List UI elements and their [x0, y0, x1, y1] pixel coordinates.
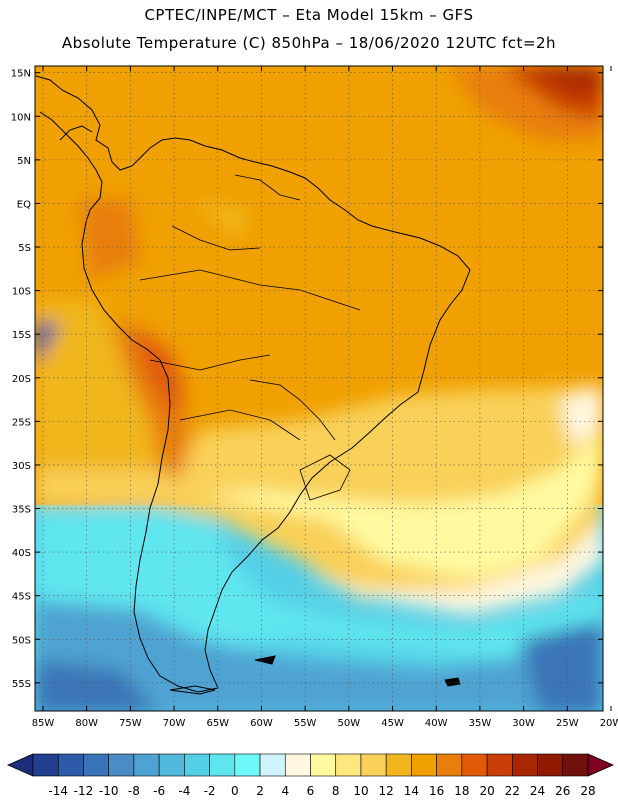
colorbar-label: -2	[204, 784, 216, 798]
lat-label: 35S	[12, 505, 31, 516]
colorbar-swatch	[83, 753, 109, 777]
colorbar-label: 16	[429, 784, 444, 798]
colorbar-label: 26	[555, 784, 570, 798]
colorbar-label: 20	[479, 784, 494, 798]
lat-label: EQ	[17, 199, 31, 210]
colorbar-swatch	[209, 753, 236, 777]
colorbar-swatch	[133, 753, 160, 777]
lat-label: 40S	[12, 548, 31, 559]
colorbar-label: -8	[128, 784, 140, 798]
colorbar-label: 28	[580, 784, 595, 798]
lon-label: 30W	[512, 718, 535, 729]
lon-label: 65W	[206, 718, 229, 729]
colorbar-label: -10	[99, 784, 119, 798]
lat-label: 25S	[12, 417, 31, 428]
title-line-1: CPTEC/INPE/MCT – Eta Model 15km – GFS	[144, 6, 474, 24]
colorbar-label: -12	[74, 784, 94, 798]
lon-label: 50W	[338, 718, 361, 729]
colorbar-swatch	[284, 753, 311, 777]
colorbar-label: 4	[281, 784, 289, 798]
lat-label: 10S	[12, 287, 31, 298]
colorbar-swatch	[310, 753, 337, 777]
colorbar-label: -6	[153, 784, 165, 798]
colorbar-label: -14	[48, 784, 68, 798]
colorbar-label: -4	[178, 784, 190, 798]
colorbar-label: 0	[231, 784, 239, 798]
colorbar-label: 14	[404, 784, 419, 798]
axis-ticks: 85W 80W 75W 70W 65W 60W 55W 50W 45W 40W 35W 30W 25W 2…	[11, 66, 618, 729]
colorbar-swatch	[259, 753, 286, 777]
colorbar-high-arrow	[587, 753, 614, 777]
colorbar-swatch	[486, 753, 513, 777]
colorbar-swatch	[385, 753, 412, 777]
lat-label: 10N	[11, 112, 31, 123]
lat-label: 15N	[11, 69, 31, 80]
lon-label: 25W	[556, 718, 579, 729]
colorbar-label: 10	[353, 784, 368, 798]
colorbar-label: 2	[256, 784, 264, 798]
colorbar-swatch	[360, 753, 387, 777]
temperature-field	[35, 66, 603, 711]
lon-label: 20W	[600, 718, 618, 729]
colorbar-swatch	[335, 753, 362, 777]
colorbar-swatch	[562, 753, 589, 777]
lon-label: 85W	[32, 718, 55, 729]
title-line-2: Absolute Temperature (C) 850hPa – 18/06/…	[61, 34, 557, 52]
colorbar-swatch	[512, 753, 538, 777]
coastlines	[35, 75, 471, 695]
lon-label: 60W	[250, 718, 273, 729]
colorbar-swatch	[158, 753, 185, 777]
colorbar-swatch	[436, 753, 463, 777]
map-frame	[34, 65, 604, 712]
lat-label: 50S	[12, 635, 31, 646]
colorbar: -14 -12 -10 -8 -6 -4 -2 0 2 4 6 8 10 12 14 16 18 20 22 24 26…	[7, 753, 614, 798]
colorbar-swatch	[57, 753, 84, 777]
lon-label: 40W	[425, 718, 448, 729]
lon-label: 75W	[119, 718, 142, 729]
colorbar-label: 22	[505, 784, 520, 798]
colorbar-swatch	[411, 753, 437, 777]
lat-label: 45S	[12, 592, 31, 603]
lon-label: 55W	[294, 718, 317, 729]
colorbar-swatch	[184, 753, 210, 777]
colorbar-low-arrow	[7, 753, 34, 777]
lat-label: 5N	[17, 156, 31, 167]
lon-label: 35W	[469, 718, 492, 729]
colorbar-label: 8	[332, 784, 340, 798]
lat-label: 15S	[12, 330, 31, 341]
colorbar-swatch	[461, 753, 488, 777]
colorbar-label: 24	[530, 784, 545, 798]
lat-label: 5S	[18, 243, 31, 254]
colorbar-label: 18	[454, 784, 469, 798]
lat-label: 30S	[12, 461, 31, 472]
lat-label: 20S	[12, 374, 31, 385]
colorbar-label: 6	[307, 784, 315, 798]
colorbar-swatch	[234, 753, 261, 777]
lon-label: 45W	[381, 718, 404, 729]
lat-label: 55S	[12, 679, 31, 690]
colorbar-swatch	[108, 753, 135, 777]
lon-label: 80W	[75, 718, 98, 729]
colorbar-swatch	[537, 753, 564, 777]
lon-label: 70W	[163, 718, 186, 729]
map-grid	[35, 66, 603, 711]
colorbar-swatch	[32, 753, 59, 777]
colorbar-label: 12	[379, 784, 394, 798]
